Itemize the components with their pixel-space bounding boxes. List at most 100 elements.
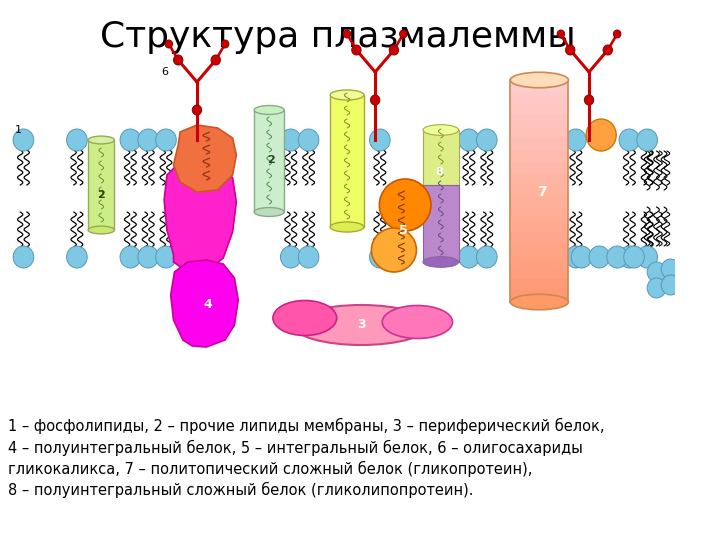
Circle shape <box>192 105 202 115</box>
Text: 2: 2 <box>97 190 105 200</box>
FancyBboxPatch shape <box>423 185 459 262</box>
FancyBboxPatch shape <box>510 103 568 115</box>
FancyBboxPatch shape <box>510 150 568 162</box>
FancyBboxPatch shape <box>510 185 568 197</box>
FancyBboxPatch shape <box>510 114 568 127</box>
Circle shape <box>603 45 613 55</box>
FancyBboxPatch shape <box>510 290 568 302</box>
Ellipse shape <box>273 300 337 335</box>
FancyBboxPatch shape <box>254 110 284 212</box>
Text: 7: 7 <box>537 185 547 199</box>
Text: 8: 8 <box>435 167 443 177</box>
Circle shape <box>138 246 158 268</box>
Circle shape <box>619 129 639 151</box>
Text: 4: 4 <box>204 299 212 312</box>
Ellipse shape <box>379 179 431 231</box>
Circle shape <box>647 262 666 282</box>
Text: 1: 1 <box>15 125 22 135</box>
Ellipse shape <box>330 90 364 100</box>
Circle shape <box>661 275 680 295</box>
Circle shape <box>211 55 220 65</box>
FancyBboxPatch shape <box>510 208 568 220</box>
Circle shape <box>66 246 87 268</box>
Circle shape <box>586 119 616 151</box>
Circle shape <box>174 55 183 65</box>
FancyBboxPatch shape <box>510 220 568 232</box>
Circle shape <box>619 246 639 268</box>
Circle shape <box>369 129 390 151</box>
Circle shape <box>557 30 564 38</box>
Polygon shape <box>174 125 236 192</box>
Circle shape <box>661 259 680 279</box>
Circle shape <box>571 246 592 268</box>
Ellipse shape <box>510 294 568 310</box>
FancyBboxPatch shape <box>88 140 114 230</box>
Text: Структура плазмалеммы: Структура плазмалеммы <box>100 20 575 54</box>
FancyBboxPatch shape <box>423 130 459 185</box>
Circle shape <box>390 45 399 55</box>
Circle shape <box>589 246 610 268</box>
Circle shape <box>120 129 140 151</box>
Circle shape <box>566 246 586 268</box>
Circle shape <box>120 246 140 268</box>
Ellipse shape <box>510 72 568 87</box>
Circle shape <box>624 246 644 268</box>
Text: 5: 5 <box>399 224 408 237</box>
Circle shape <box>585 95 594 105</box>
FancyBboxPatch shape <box>510 197 568 208</box>
FancyBboxPatch shape <box>510 79 568 92</box>
Ellipse shape <box>423 256 459 267</box>
Text: 2: 2 <box>267 155 275 165</box>
Circle shape <box>647 278 666 298</box>
Circle shape <box>566 129 586 151</box>
FancyBboxPatch shape <box>510 138 568 150</box>
FancyBboxPatch shape <box>330 95 364 227</box>
Text: 6: 6 <box>161 67 168 77</box>
Circle shape <box>477 129 497 151</box>
Circle shape <box>280 246 301 268</box>
Ellipse shape <box>372 228 416 272</box>
Text: 1 – фосфолипиды, 2 – прочие липиды мембраны, 3 – периферический белок,
4 – полуи: 1 – фосфолипиды, 2 – прочие липиды мембр… <box>7 418 604 498</box>
Circle shape <box>343 30 351 38</box>
Circle shape <box>156 246 176 268</box>
Circle shape <box>371 95 380 105</box>
Text: 3: 3 <box>357 319 366 332</box>
Ellipse shape <box>254 207 284 217</box>
Circle shape <box>351 45 361 55</box>
Circle shape <box>607 246 627 268</box>
Circle shape <box>459 129 480 151</box>
Polygon shape <box>164 158 236 272</box>
Circle shape <box>138 129 158 151</box>
Ellipse shape <box>88 136 114 144</box>
Circle shape <box>369 246 390 268</box>
Circle shape <box>165 40 173 48</box>
Circle shape <box>221 40 229 48</box>
Circle shape <box>298 246 319 268</box>
Ellipse shape <box>382 306 453 339</box>
FancyBboxPatch shape <box>510 255 568 267</box>
Circle shape <box>66 129 87 151</box>
Circle shape <box>298 129 319 151</box>
Circle shape <box>566 45 575 55</box>
Ellipse shape <box>88 226 114 234</box>
Circle shape <box>637 129 657 151</box>
Circle shape <box>613 30 621 38</box>
FancyBboxPatch shape <box>510 243 568 255</box>
FancyBboxPatch shape <box>510 91 568 103</box>
Circle shape <box>156 129 176 151</box>
Ellipse shape <box>293 305 429 345</box>
Circle shape <box>459 246 480 268</box>
FancyBboxPatch shape <box>510 161 568 173</box>
Ellipse shape <box>254 105 284 114</box>
FancyBboxPatch shape <box>510 278 568 291</box>
Circle shape <box>13 246 34 268</box>
Polygon shape <box>171 260 238 347</box>
Circle shape <box>13 129 34 151</box>
Circle shape <box>400 30 407 38</box>
FancyBboxPatch shape <box>510 126 568 138</box>
FancyBboxPatch shape <box>510 266 568 279</box>
FancyBboxPatch shape <box>510 173 568 185</box>
Circle shape <box>637 246 657 268</box>
Ellipse shape <box>330 222 364 232</box>
Circle shape <box>477 246 497 268</box>
